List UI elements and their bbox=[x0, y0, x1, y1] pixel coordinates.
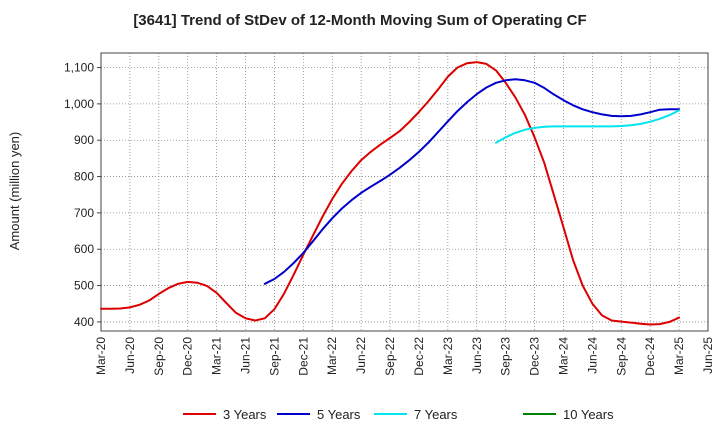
series-line-3-years bbox=[100, 61, 681, 326]
y-tick-label: 500 bbox=[74, 279, 94, 293]
legend-label-10-years: 10 Years bbox=[563, 407, 614, 422]
chart-title: [3641] Trend of StDev of 12-Month Moving… bbox=[133, 12, 587, 29]
x-tick-label: Sep-24 bbox=[614, 337, 628, 376]
x-tick-label: Jun-24 bbox=[585, 337, 599, 374]
x-tick-label: Dec-22 bbox=[412, 337, 426, 376]
x-tick-label: Jun-21 bbox=[239, 337, 253, 374]
legend-label-3-years: 3 Years bbox=[223, 407, 267, 422]
x-tick-label: Jun-22 bbox=[354, 337, 368, 374]
x-tick-label: Jun-20 bbox=[123, 337, 137, 374]
x-tick-label: Sep-21 bbox=[267, 337, 281, 376]
legend-label-5-years: 5 Years bbox=[317, 407, 361, 422]
x-tick-label: Mar-21 bbox=[210, 337, 224, 375]
y-tick-label: 1,100 bbox=[64, 61, 94, 75]
x-tick-label: Dec-24 bbox=[643, 337, 657, 376]
x-tick-label: Jun-25 bbox=[701, 337, 715, 374]
y-axis-label: Amount (million yen) bbox=[7, 132, 22, 251]
x-tick-label: Sep-23 bbox=[499, 337, 513, 376]
y-tick-label: 600 bbox=[74, 242, 94, 256]
x-tick-label: Sep-22 bbox=[383, 337, 397, 376]
y-tick-label: 400 bbox=[74, 315, 94, 329]
x-tick-label: Jun-23 bbox=[470, 337, 484, 374]
y-tick-label: 900 bbox=[74, 133, 94, 147]
plot-area bbox=[101, 53, 708, 331]
series-line-5-years bbox=[263, 78, 681, 285]
x-tick-label: Mar-20 bbox=[94, 337, 108, 375]
x-tick-label: Mar-23 bbox=[441, 337, 455, 375]
x-tick-label: Dec-20 bbox=[181, 337, 195, 376]
x-tick-label: Mar-24 bbox=[556, 337, 570, 375]
legend-label-7-years: 7 Years bbox=[414, 407, 458, 422]
y-tick-label: 800 bbox=[74, 170, 94, 184]
plot-frame bbox=[100, 52, 709, 332]
y-tick-label: 1,000 bbox=[64, 97, 94, 111]
y-tick-label: 700 bbox=[74, 206, 94, 220]
series-line-7-years bbox=[495, 109, 681, 144]
x-tick-label: Dec-23 bbox=[528, 337, 542, 376]
x-tick-label: Dec-21 bbox=[296, 337, 310, 376]
x-tick-label: Mar-25 bbox=[672, 337, 686, 375]
x-tick-label: Sep-20 bbox=[152, 337, 166, 376]
x-tick-label: Mar-22 bbox=[325, 337, 339, 375]
